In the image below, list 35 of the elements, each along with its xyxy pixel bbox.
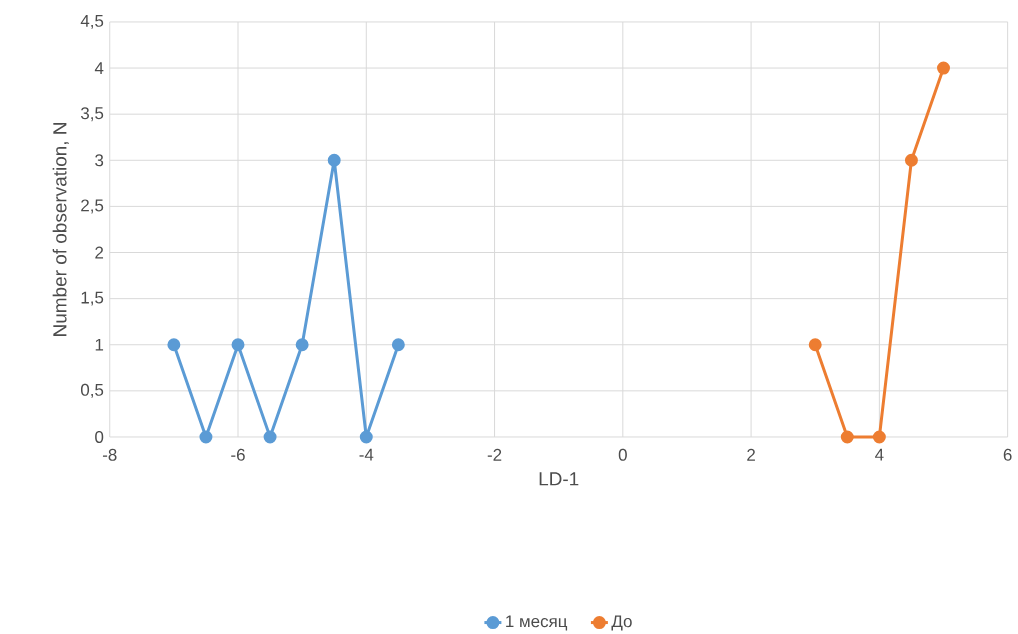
point <box>231 338 245 352</box>
point <box>327 153 341 167</box>
point <box>199 430 213 444</box>
legend-label: До <box>611 615 632 631</box>
point <box>840 430 854 444</box>
y-tick-label: 4,5 <box>80 15 104 30</box>
x-tick-label: 2 <box>747 448 755 461</box>
legend-label: 1 месяц <box>506 615 568 631</box>
y-tick-label: 1,5 <box>81 291 104 306</box>
point <box>808 338 822 352</box>
point <box>872 430 886 444</box>
point <box>359 430 373 444</box>
x-tick-label: -4 <box>359 448 374 461</box>
y-tick-label: 0,5 <box>80 384 104 399</box>
x-tick-label: 6 <box>1003 448 1012 461</box>
x-axis-title: LD-1 <box>539 472 579 486</box>
point <box>263 430 277 444</box>
x-tick-label: -6 <box>231 448 245 461</box>
y-tick-label: 2 <box>95 246 104 259</box>
y-tick-label: 2,5 <box>81 199 104 214</box>
point <box>295 338 309 352</box>
y-tick-label: 1 <box>95 339 104 351</box>
point <box>904 153 918 167</box>
point <box>391 338 405 352</box>
x-tick-label: 4 <box>875 448 884 461</box>
y-tick-label: 3 <box>95 154 104 167</box>
x-tick-label: -8 <box>102 448 117 461</box>
y-tick-label: 3,5 <box>80 107 104 122</box>
x-tick-label: 0 <box>618 448 627 461</box>
y-axis-title: Number of observation, N <box>52 123 69 337</box>
x-tick-label: -2 <box>487 448 502 461</box>
y-tick-label: 4 <box>94 62 104 75</box>
point <box>937 61 950 75</box>
point <box>167 338 181 352</box>
y-tick-label: 0 <box>95 431 104 444</box>
